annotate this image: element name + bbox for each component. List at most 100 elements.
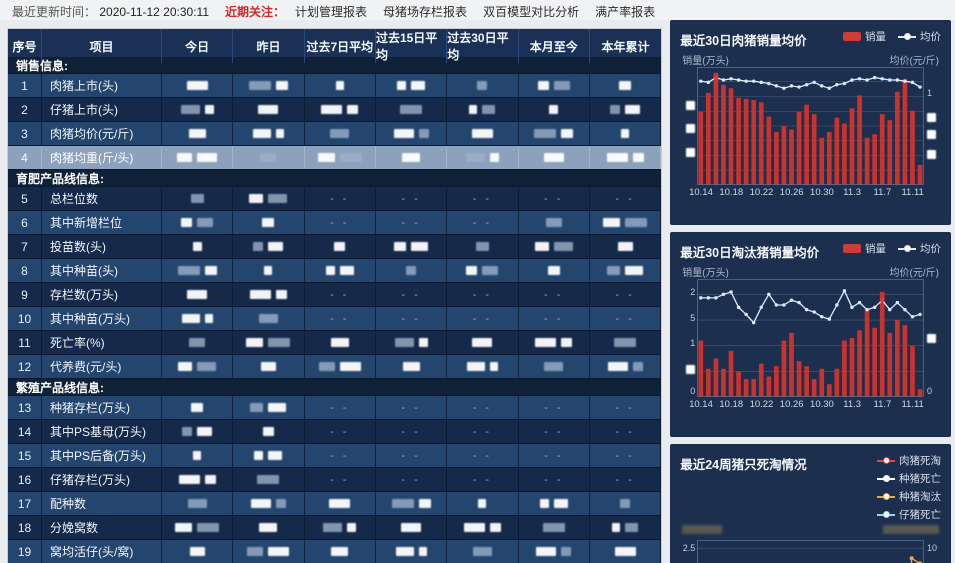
no-data-dashes: - - (544, 192, 564, 205)
table-row[interactable]: 8 其中种苗(头) (8, 259, 662, 283)
no-data-dashes: - - (401, 216, 421, 229)
table-row[interactable]: 4 肉猪均重(斤/头) (8, 146, 662, 170)
table-row[interactable]: 9 存栏数(万头) - - - - - - - - - - (8, 283, 662, 307)
table-row[interactable]: 5 总栏位数 - - - - - - - - - - (8, 187, 662, 211)
redacted-value (330, 338, 349, 347)
redacted-value (250, 403, 264, 412)
value-cell (233, 74, 305, 97)
value-cell: - - (590, 307, 662, 330)
value-cell (447, 355, 519, 378)
value-cell (233, 331, 305, 354)
redacted-value (204, 475, 216, 484)
legend-line-icon (877, 510, 895, 519)
value-cell: - - (376, 211, 448, 234)
row-index: 1 (8, 74, 42, 97)
value-cell (233, 540, 305, 563)
nav-link-model-compare[interactable]: 双百模型对比分析 (483, 5, 580, 19)
axis-tick: 2.5 (682, 543, 696, 554)
nav-link-sow-farm-report[interactable]: 母猪场存栏报表 (383, 5, 468, 19)
value-cell (162, 211, 234, 234)
value-cell: - - (590, 396, 662, 419)
value-cell (590, 492, 662, 515)
x-axis-tick: 11.3 (843, 399, 862, 410)
no-data-dashes: - - (615, 192, 635, 205)
value-cell (519, 211, 590, 234)
value-cell (162, 283, 234, 306)
no-data-dashes: - - (472, 449, 493, 462)
redacted-value (197, 523, 220, 532)
redacted-value (619, 81, 632, 90)
value-cell (233, 211, 305, 234)
updated-time-caption: 最近更新时间： (12, 5, 97, 19)
redacted-value (418, 129, 429, 138)
redacted-value (178, 362, 193, 371)
value-cell (376, 74, 448, 97)
legend-item-均价[interactable]: 均价 (898, 241, 941, 256)
value-cell (590, 211, 662, 234)
table-row[interactable]: 3 肉猪均价(元/斤) (8, 122, 662, 146)
table-row[interactable]: 6 其中新增栏位 - - - - - - (8, 211, 662, 235)
no-data-dashes: - - (544, 312, 564, 325)
table-row[interactable]: 2 仔猪上市(头) (8, 98, 662, 122)
value-cell: - - (447, 468, 519, 491)
table-row[interactable]: 18 分娩窝数 (8, 516, 662, 540)
value-cell (376, 98, 448, 121)
redacted-value (268, 242, 284, 251)
redacted-value (606, 153, 628, 162)
legend-item-仔猪死亡[interactable]: 仔猪死亡 (877, 507, 941, 522)
value-cell: - - (519, 307, 590, 330)
chart-plot-area[interactable] (697, 279, 924, 397)
value-cell (305, 98, 376, 121)
nav-link-plan-report[interactable]: 计划管理报表 (295, 5, 368, 19)
redacted-value (268, 403, 287, 412)
chart-legend: 销量 均价 (843, 29, 941, 44)
table-row[interactable]: 1 肉猪上市(头) (8, 74, 662, 98)
value-cell: - - (519, 396, 590, 419)
legend-item-销量[interactable]: 销量 (843, 241, 886, 256)
table-row[interactable]: 10 其中种苗(万头) - - - - - - - - - - (8, 307, 662, 331)
redacted-value (188, 129, 206, 138)
redacted-tick (927, 334, 936, 343)
redacted-value (275, 290, 287, 299)
table-row[interactable]: 12 代养费(元/头) (8, 355, 662, 379)
table-row[interactable]: 7 投苗数(头) (8, 235, 662, 259)
nav-link-capacity-report[interactable]: 满产率报表 (595, 5, 656, 19)
redacted-value (625, 105, 641, 114)
legend-item-肉猪死淘[interactable]: 肉猪死淘 (877, 453, 941, 468)
redacted-value (252, 129, 271, 138)
no-data-dashes: - - (615, 449, 635, 462)
redacted-value (249, 290, 271, 299)
table-row[interactable]: 11 死亡率(%) (8, 331, 662, 355)
redacted-value (547, 266, 560, 275)
no-data-dashes: - - (330, 473, 350, 486)
value-cell (233, 396, 305, 419)
redacted-value (187, 290, 208, 299)
axis-tick: 10 (927, 543, 938, 554)
value-cell: - - (519, 283, 590, 306)
row-index: 14 (8, 420, 42, 443)
table-row[interactable]: 17 配种数 (8, 492, 662, 516)
legend-item-种猪死亡[interactable]: 种猪死亡 (877, 471, 941, 486)
legend-line-icon (877, 456, 895, 465)
value-cell (447, 540, 519, 563)
chart-plot-area[interactable] (697, 540, 924, 563)
row-index: 18 (8, 516, 42, 539)
legend-item-种猪淘汰[interactable]: 种猪淘汰 (877, 489, 941, 504)
table-row[interactable]: 14 其中PS基母(万头) - - - - - - - - - - (8, 420, 662, 444)
redacted-tick (927, 112, 936, 122)
value-cell (376, 235, 448, 258)
table-row[interactable]: 16 仔猪存栏(万头) - - - - - - - - - - (8, 468, 662, 492)
chart-plot-area[interactable] (697, 67, 924, 185)
legend-item-均价[interactable]: 均价 (898, 29, 941, 44)
value-cell (447, 122, 519, 145)
dashboard-main: 序号 项目 今日 昨日 过去7日平均 过去15日平均 过去30日平均 本月至今 本年累计 销售信… (0, 20, 955, 563)
redacted-value (411, 81, 426, 90)
report-table: 序号 项目 今日 昨日 过去7日平均 过去15日平均 过去30日平均 本月至今 本年累计 销售信… (7, 28, 663, 563)
table-row[interactable]: 15 其中PS后备(万头) - - - - - - - - - - (8, 444, 662, 468)
value-cell (162, 259, 234, 282)
table-row[interactable]: 19 窝均活仔(头/窝) (8, 540, 662, 563)
value-cell: - - (376, 444, 448, 467)
value-cell: - - (447, 396, 519, 419)
legend-item-销量[interactable]: 销量 (843, 29, 886, 44)
table-row[interactable]: 13 种猪存栏(万头) - - - - - - - - - - (8, 396, 662, 420)
